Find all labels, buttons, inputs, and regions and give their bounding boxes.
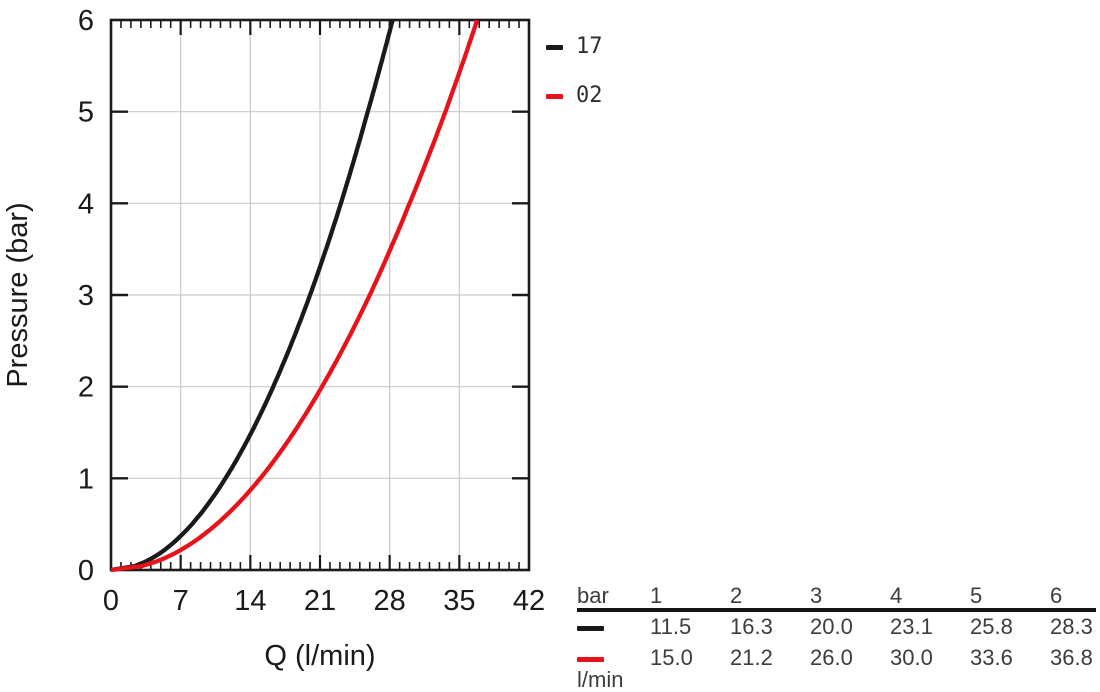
table-unit-label: l/min <box>577 666 624 692</box>
table-row-02: 15.0 21.2 26.0 30.0 33.6 36.8 <box>577 643 1096 674</box>
table-row-17: 11.5 16.3 20.0 23.1 25.8 28.3 <box>577 612 1096 643</box>
table-value-cell: 25.8 <box>970 614 1013 640</box>
table-header-pressure-4: 4 <box>890 583 903 608</box>
legend-item-02: 02 <box>546 84 603 108</box>
table-header-pressure-6: 6 <box>1050 583 1063 608</box>
legend-swatch-red <box>546 93 563 99</box>
table-value-cell: 11.5 <box>650 614 692 640</box>
x-tick-label: 21 <box>304 585 336 617</box>
y-tick-label: 2 <box>78 372 94 404</box>
series-curve-02 <box>110 19 480 573</box>
legend-label-17: 17 <box>576 34 603 59</box>
x-tick-label: 14 <box>234 585 266 617</box>
table-series-swatch-02 <box>577 656 604 662</box>
series-curve-17 <box>110 19 395 573</box>
x-tick-label: 35 <box>443 585 475 617</box>
y-tick-label: 5 <box>78 97 94 129</box>
table-swatch-cell <box>577 614 650 640</box>
pressure-flow-chart: 0 7 14 21 28 35 42 0 1 2 3 4 5 6 Q (l/min) Pressure (ba… <box>2 5 545 672</box>
table-value-cell: 15.0 <box>650 645 693 671</box>
table-header-pressure-5: 5 <box>970 583 983 608</box>
y-axis-title: Pressure (bar) <box>2 202 34 387</box>
table-header-rule <box>577 608 1096 612</box>
y-tick-label: 3 <box>78 280 94 312</box>
table-value-cell: 23.1 <box>890 614 933 640</box>
y-tick-label: 1 <box>78 463 94 495</box>
legend-item-17: 17 <box>546 35 603 59</box>
table-value-cell: 26.0 <box>810 645 853 671</box>
x-tick-label: 7 <box>173 585 189 617</box>
table-value-cell: 28.3 <box>1050 614 1093 640</box>
table-header-pressure-1: 1 <box>650 583 663 608</box>
table-header-bar: bar <box>577 583 609 608</box>
y-tick-label: 4 <box>78 188 94 220</box>
x-axis-title: Q (l/min) <box>264 640 375 672</box>
x-tick-label: 28 <box>374 585 406 617</box>
table-value-cell: 30.0 <box>890 645 933 671</box>
table-header-pressure-3: 3 <box>810 583 823 608</box>
table-swatch-cell <box>577 645 650 671</box>
y-tick-label: 0 <box>78 555 94 587</box>
x-tick-label: 42 <box>513 585 545 617</box>
pressure-flow-table: bar 1 2 3 4 5 6 11.5 16.3 20.0 23.1 25.8 28.3 15.0 2… <box>577 583 1096 691</box>
table-value-cell: 36.8 <box>1050 645 1093 671</box>
table-value-cell: 21.2 <box>730 645 773 671</box>
legend-label-02: 02 <box>576 83 603 108</box>
table-body: 11.5 16.3 20.0 23.1 25.8 28.3 15.0 21.2 26.0 30.0… <box>577 612 1096 674</box>
table-header-pressure-2: 2 <box>730 583 743 608</box>
table-header-row: bar 1 2 3 4 5 6 <box>577 583 1096 608</box>
x-tick-label: 0 <box>103 585 119 617</box>
plot-border <box>109 18 531 572</box>
chart-legend: 17 02 <box>546 35 603 108</box>
table-value-cell: 20.0 <box>810 614 853 640</box>
table-value-cell: 16.3 <box>730 614 773 640</box>
legend-swatch-black <box>546 44 563 50</box>
y-tick-label: 6 <box>78 5 94 37</box>
table-series-swatch-17 <box>577 625 604 631</box>
table-value-cell: 33.6 <box>970 645 1013 671</box>
